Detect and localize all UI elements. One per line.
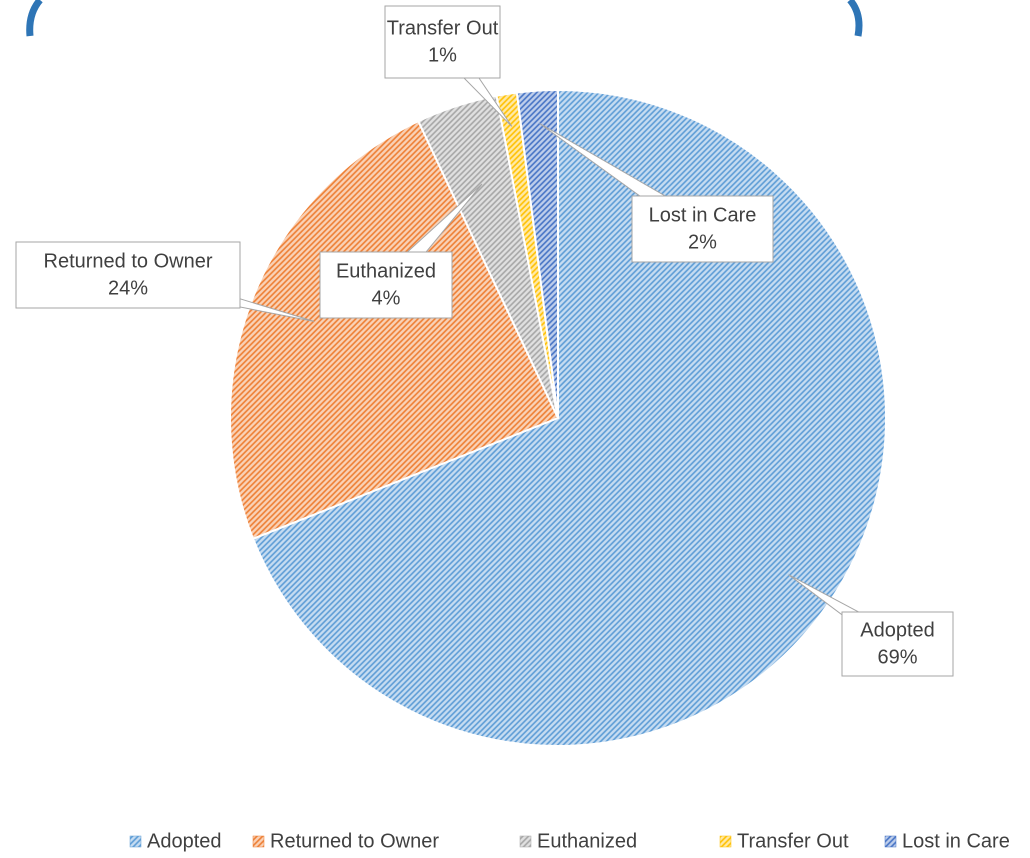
title-fragment xyxy=(26,0,43,37)
legend-swatch xyxy=(129,835,142,848)
callout-box xyxy=(384,5,501,79)
callout-box xyxy=(631,195,774,263)
data-label-name: Returned to Owner xyxy=(44,250,213,272)
legend-label: Euthanized xyxy=(537,830,637,852)
data-label-name: Euthanized xyxy=(336,260,436,282)
legend-swatch xyxy=(519,835,532,848)
title-fragment xyxy=(847,0,863,37)
legend-swatch xyxy=(252,835,265,848)
data-label-value: 1% xyxy=(428,44,457,66)
callout-box xyxy=(15,241,241,309)
data-label-value: 4% xyxy=(372,287,401,309)
pie-slice xyxy=(229,119,560,541)
legend-label: Transfer Out xyxy=(737,830,849,852)
legend-swatch xyxy=(719,835,732,848)
legend-label: Adopted xyxy=(147,830,222,852)
pie-slice xyxy=(515,88,559,419)
callout-box xyxy=(841,611,954,677)
data-label-value: 69% xyxy=(877,646,917,668)
legend-swatch xyxy=(884,835,897,848)
legend-label: Lost in Care xyxy=(902,830,1010,852)
callout-box xyxy=(319,251,453,319)
data-label-value: 24% xyxy=(108,277,148,299)
data-label-name: Transfer Out xyxy=(387,17,499,39)
legend-label: Returned to Owner xyxy=(270,830,439,852)
data-label-value: 2% xyxy=(688,231,717,253)
data-label-name: Adopted xyxy=(860,619,935,641)
data-label-name: Lost in Care xyxy=(649,204,757,226)
